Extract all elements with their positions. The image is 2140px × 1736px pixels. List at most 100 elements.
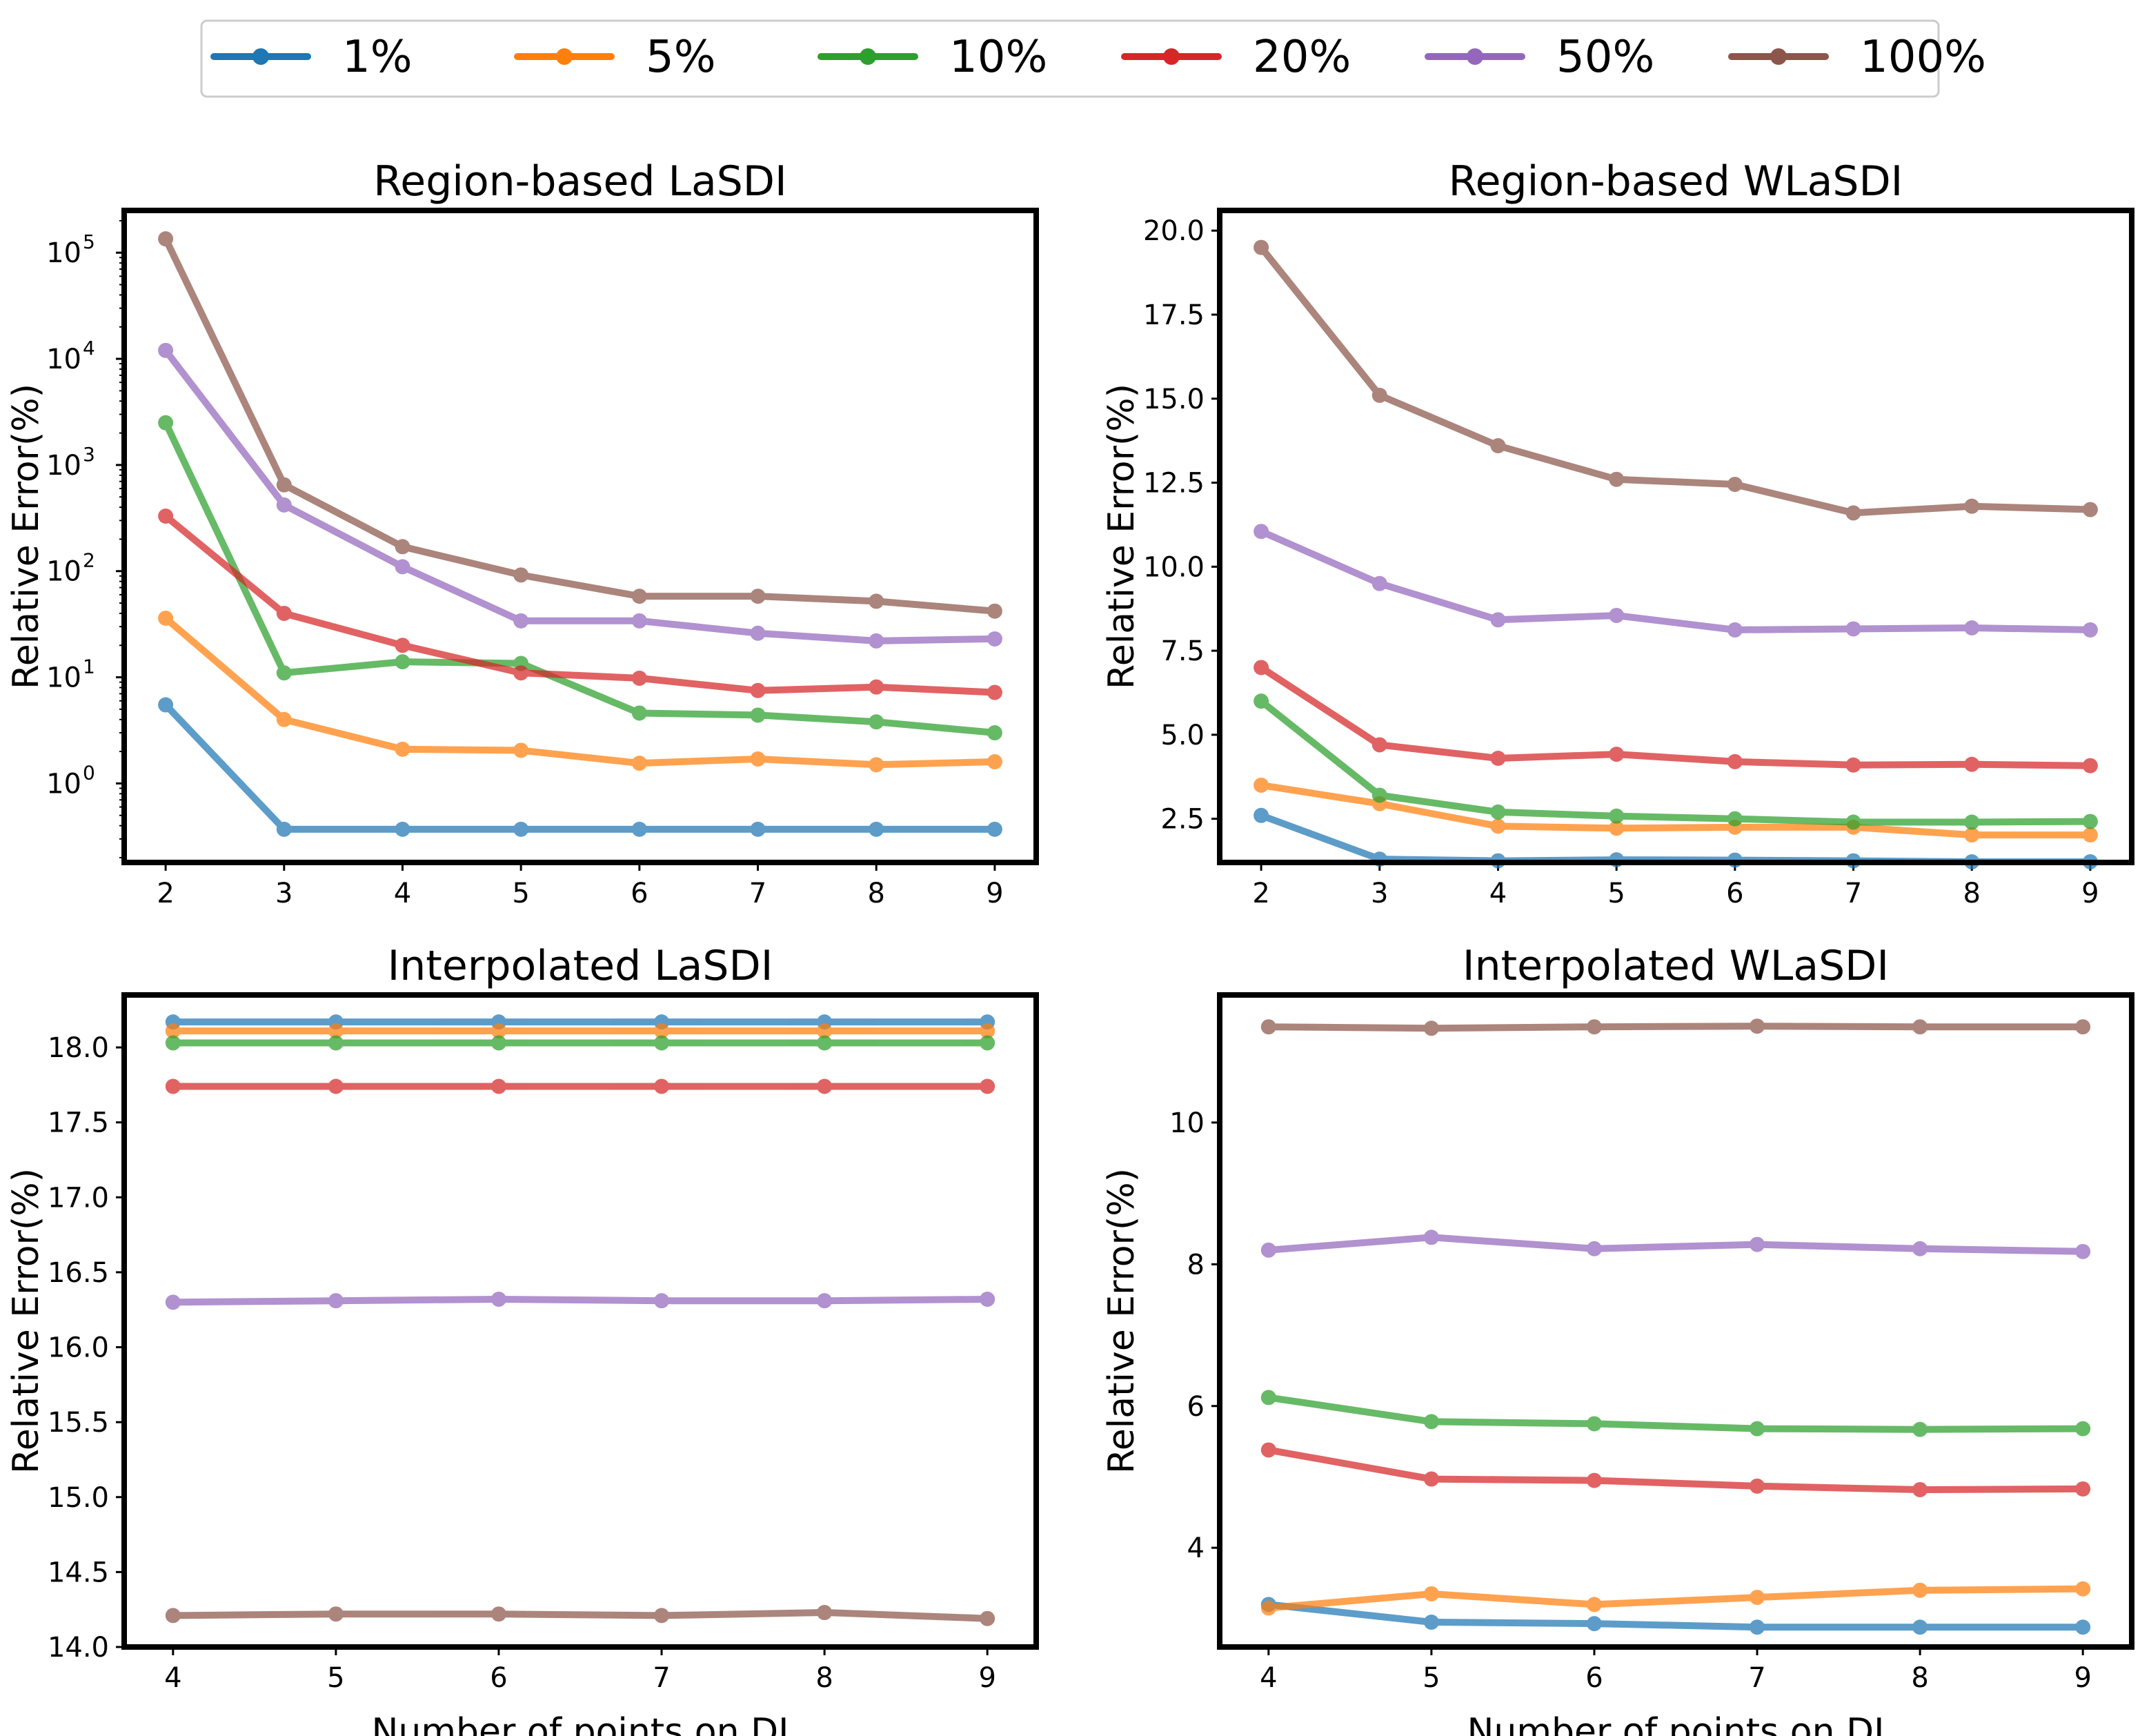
- y-tick-label: 16.5: [48, 1257, 109, 1289]
- data-point: [328, 1023, 344, 1039]
- x-tick-label: 7: [749, 878, 766, 909]
- data-point: [987, 821, 1002, 837]
- x-tick-label: 6: [631, 878, 648, 909]
- y-tick-label: 6: [1187, 1391, 1205, 1423]
- data-point: [165, 1608, 181, 1624]
- data-point: [654, 1078, 670, 1094]
- legend-marker: [1770, 48, 1787, 65]
- chart-title: Interpolated LaSDI: [388, 942, 773, 990]
- data-point: [395, 821, 410, 837]
- data-point: [1371, 387, 1387, 403]
- data-point: [980, 1292, 995, 1307]
- data-point: [1586, 1597, 1602, 1612]
- y-tick-label: 14.5: [48, 1557, 109, 1588]
- y-tick-base: 10: [46, 662, 81, 694]
- data-point: [1260, 1019, 1276, 1035]
- data-point: [2075, 1619, 2091, 1635]
- x-tick-label: 5: [512, 878, 529, 909]
- data-point: [631, 589, 647, 604]
- data-point: [276, 821, 292, 837]
- data-point: [869, 821, 884, 837]
- data-point: [2075, 1243, 2091, 1259]
- y-tick-label: 12.5: [1143, 468, 1205, 500]
- data-point: [276, 477, 292, 493]
- y-tick-label: 10 4: [46, 337, 95, 375]
- y-tick-label: 10 2: [46, 549, 95, 588]
- y-tick-exponent: 1: [83, 655, 95, 678]
- series-line: [1265, 1585, 2087, 1612]
- data-point: [1750, 1478, 1765, 1494]
- y-tick-base: 10: [46, 556, 81, 588]
- series-10pct: [158, 415, 1002, 741]
- data-point: [395, 559, 410, 575]
- x-tick-label: 8: [1963, 878, 1980, 909]
- x-tick-label: 4: [1489, 878, 1507, 909]
- data-point: [1964, 498, 1980, 514]
- data-point: [750, 625, 766, 641]
- y-tick-label: 10 5: [46, 230, 95, 269]
- data-point: [1912, 1481, 1928, 1497]
- x-tick-label: 9: [2074, 1662, 2091, 1694]
- legend-item: 50%: [1425, 32, 1654, 83]
- series-line: [1258, 244, 2094, 517]
- data-point: [1586, 1616, 1602, 1632]
- data-point: [1254, 660, 1269, 675]
- data-point: [491, 1023, 506, 1039]
- y-tick-base: 10: [46, 450, 81, 482]
- series-line: [162, 513, 998, 696]
- data-point: [1586, 1416, 1602, 1432]
- data-point: [1750, 1236, 1765, 1252]
- y-tick-label: 15.0: [1143, 384, 1205, 415]
- data-point: [2075, 1019, 2091, 1035]
- y-tick-exponent: 0: [83, 761, 95, 784]
- data-point: [1586, 1472, 1602, 1488]
- data-point: [1609, 747, 1625, 762]
- y-tick-label: 17.0: [48, 1182, 109, 1214]
- data-point: [987, 725, 1002, 741]
- x-tick-label: 2: [157, 878, 174, 909]
- y-tick-exponent: 5: [83, 230, 95, 253]
- data-point: [987, 754, 1002, 770]
- y-tick-exponent: 2: [83, 549, 95, 572]
- data-point: [2075, 1581, 2091, 1597]
- y-tick-label: 18.0: [48, 1032, 109, 1064]
- chart-title: Interpolated WLaSDI: [1463, 942, 1889, 990]
- series-20pct: [1260, 1442, 2091, 1497]
- x-tick-label: 7: [1845, 878, 1862, 909]
- data-point: [1750, 1421, 1765, 1437]
- y-tick-label: 10 0: [46, 761, 95, 800]
- x-tick-label: 6: [1726, 878, 1743, 909]
- data-point: [750, 589, 766, 604]
- x-tick-label: 3: [275, 878, 293, 909]
- y-tick-label: 10 1: [46, 655, 95, 694]
- legend-marker: [1163, 48, 1180, 65]
- data-point: [1490, 437, 1506, 453]
- series-100pct: [1260, 1018, 2091, 1036]
- series-100pct: [158, 231, 1002, 619]
- x-tick-label: 8: [815, 1662, 833, 1694]
- legend-label: 5%: [646, 32, 716, 83]
- data-point: [1912, 1421, 1928, 1437]
- data-point: [395, 539, 410, 555]
- data-point: [1912, 1619, 1928, 1635]
- data-point: [2082, 827, 2098, 843]
- y-tick-label: 10 3: [46, 443, 95, 482]
- y-tick-label: 4: [1187, 1532, 1205, 1564]
- data-point: [2082, 758, 2098, 773]
- data-point: [631, 670, 647, 686]
- data-point: [750, 821, 766, 837]
- data-point: [1254, 807, 1269, 823]
- series-line: [1265, 1601, 2087, 1631]
- series-20pct: [1254, 660, 2098, 773]
- data-point: [654, 1608, 670, 1624]
- legend-marker: [252, 48, 269, 65]
- series-5pct: [1254, 777, 2098, 843]
- data-point: [2075, 1481, 2091, 1497]
- x-tick-label: 9: [986, 878, 1003, 909]
- data-point: [328, 1035, 344, 1051]
- data-point: [491, 1606, 506, 1622]
- x-tick-label: 6: [490, 1662, 507, 1694]
- data-point: [654, 1023, 670, 1039]
- y-tick-label: 17.5: [1143, 299, 1205, 331]
- chart-title: Region-based WLaSDI: [1449, 157, 1903, 206]
